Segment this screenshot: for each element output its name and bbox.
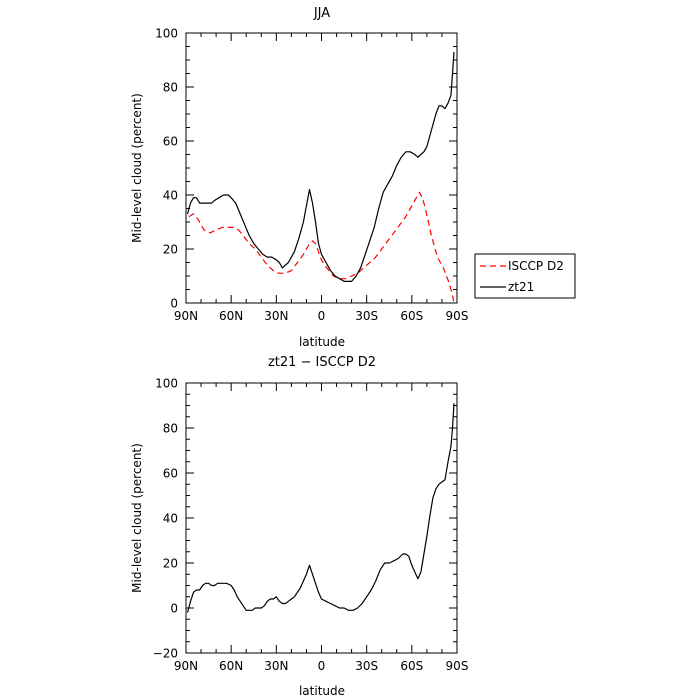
x-tick-label: 30S <box>355 659 378 673</box>
bottom-series <box>186 403 455 613</box>
top-ticks: 90N 60N 30N 0 30S 60S 90S 0 20 40 60 80 100 <box>155 27 468 324</box>
x-tick-label: 30S <box>355 309 378 323</box>
y-tick-label: 20 <box>163 243 178 257</box>
top-y-axis-label: Mid-level cloud (percent) <box>130 93 144 243</box>
bottom-ticks: 90N 60N 30N 0 30S 60S 90S −20 0 20 40 60 80 100 <box>153 377 469 674</box>
y-tick-label: 0 <box>170 297 178 311</box>
y-tick-label: 60 <box>163 135 178 149</box>
x-tick-label: 90N <box>174 659 198 673</box>
y-tick-label: 80 <box>163 422 178 436</box>
y-tick-label: 80 <box>163 81 178 95</box>
bottom-chart-title: zt21 − ISCCP D2 <box>268 355 376 370</box>
y-tick-label: 20 <box>163 557 178 571</box>
x-tick-label: 30N <box>264 659 288 673</box>
y-tick-label: 100 <box>155 377 178 391</box>
x-tick-label: 0 <box>318 659 326 673</box>
y-tick-label: 60 <box>163 467 178 481</box>
y-tick-label: 0 <box>170 602 178 616</box>
y-tick-label: 40 <box>163 512 178 526</box>
x-tick-label: 0 <box>318 309 326 323</box>
bottom-panel: zt21 − ISCCP D2 90N 60N 30N 0 30S 60S 90S −20 0 2… <box>130 355 468 698</box>
top-x-axis-label: latitude <box>299 335 345 349</box>
legend-label-zt21: zt21 <box>508 280 534 294</box>
bottom-series-line-difference <box>186 403 455 613</box>
x-tick-label: 60N <box>219 659 243 673</box>
bottom-plot-frame <box>185 382 458 654</box>
x-tick-label: 60S <box>400 309 423 323</box>
bottom-y-axis-label: Mid-level cloud (percent) <box>130 443 144 593</box>
legend: ISCCP D2 zt21 <box>474 253 576 299</box>
top-chart-title: JJA <box>313 6 330 21</box>
y-tick-label: 40 <box>163 189 178 203</box>
legend-label-isccp: ISCCP D2 <box>508 259 564 273</box>
y-tick-label: 100 <box>155 27 178 41</box>
top-plot-frame <box>185 32 458 304</box>
bottom-x-axis-label: latitude <box>299 684 345 698</box>
x-tick-label: 90N <box>174 309 198 323</box>
x-tick-label: 30N <box>264 309 288 323</box>
x-tick-label: 60S <box>400 659 423 673</box>
legend-box <box>474 253 576 299</box>
top-series-line-zt21 <box>186 51 455 282</box>
top-panel: JJA 90N 60N 30N 0 30S 60S 90S 0 20 40 60 80 100 lati… <box>130 6 468 349</box>
x-tick-label: 90S <box>446 659 469 673</box>
x-tick-label: 60N <box>219 309 243 323</box>
y-tick-label: −20 <box>153 647 178 661</box>
top-series <box>186 51 455 304</box>
x-tick-label: 90S <box>446 309 469 323</box>
top-series-line-isccp-d2 <box>188 191 455 304</box>
